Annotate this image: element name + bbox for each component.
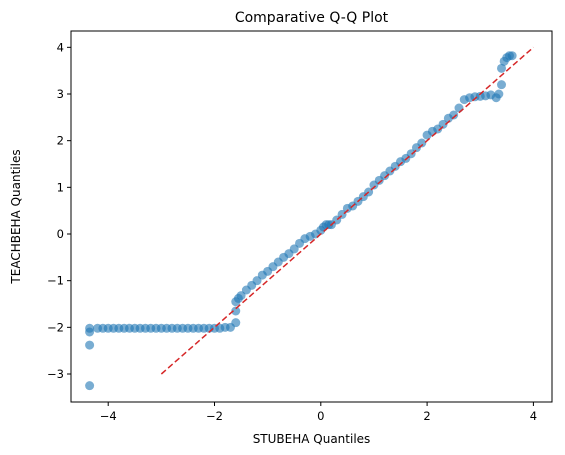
data-point (494, 89, 504, 99)
scatter-points (85, 51, 517, 391)
data-point (85, 340, 95, 350)
plot-frame (70, 30, 553, 403)
data-point (85, 323, 95, 333)
data-point (454, 103, 464, 113)
data-point (497, 80, 507, 90)
x-tick-label: 2 (423, 409, 430, 423)
y-axis: −3 −2 −1 0 1 2 3 4 (47, 40, 71, 381)
x-tick-label: 0 (317, 409, 324, 423)
data-point (236, 291, 246, 301)
data-point (289, 244, 299, 254)
x-tick-label: 4 (530, 409, 537, 423)
y-tick-label: 1 (57, 180, 64, 194)
data-point (507, 51, 517, 61)
y-tick-label: 0 (57, 227, 64, 241)
y-tick-label: −1 (47, 274, 64, 288)
data-point (252, 276, 262, 286)
reference-line (160, 46, 534, 375)
chart-title: Comparative Q-Q Plot (235, 10, 389, 26)
data-point (497, 63, 507, 73)
data-point (231, 306, 241, 316)
x-tick-label: −2 (206, 409, 223, 423)
y-tick-label: 4 (57, 40, 64, 54)
y-tick-label: −3 (47, 367, 64, 381)
y-tick-label: 3 (57, 87, 64, 101)
data-point (438, 119, 448, 129)
data-point (417, 138, 427, 148)
x-axis: −4 −2 0 2 4 (100, 402, 537, 423)
x-axis-label: STUBEHA Quantiles (253, 432, 371, 446)
x-tick-label: −4 (100, 409, 117, 423)
data-point (449, 110, 459, 120)
y-tick-label: −2 (47, 320, 64, 334)
data-point (231, 318, 241, 328)
y-axis-label: TEACHBEHA Quantiles (9, 149, 23, 284)
data-point (85, 381, 95, 391)
y-tick-label: 2 (57, 134, 64, 148)
